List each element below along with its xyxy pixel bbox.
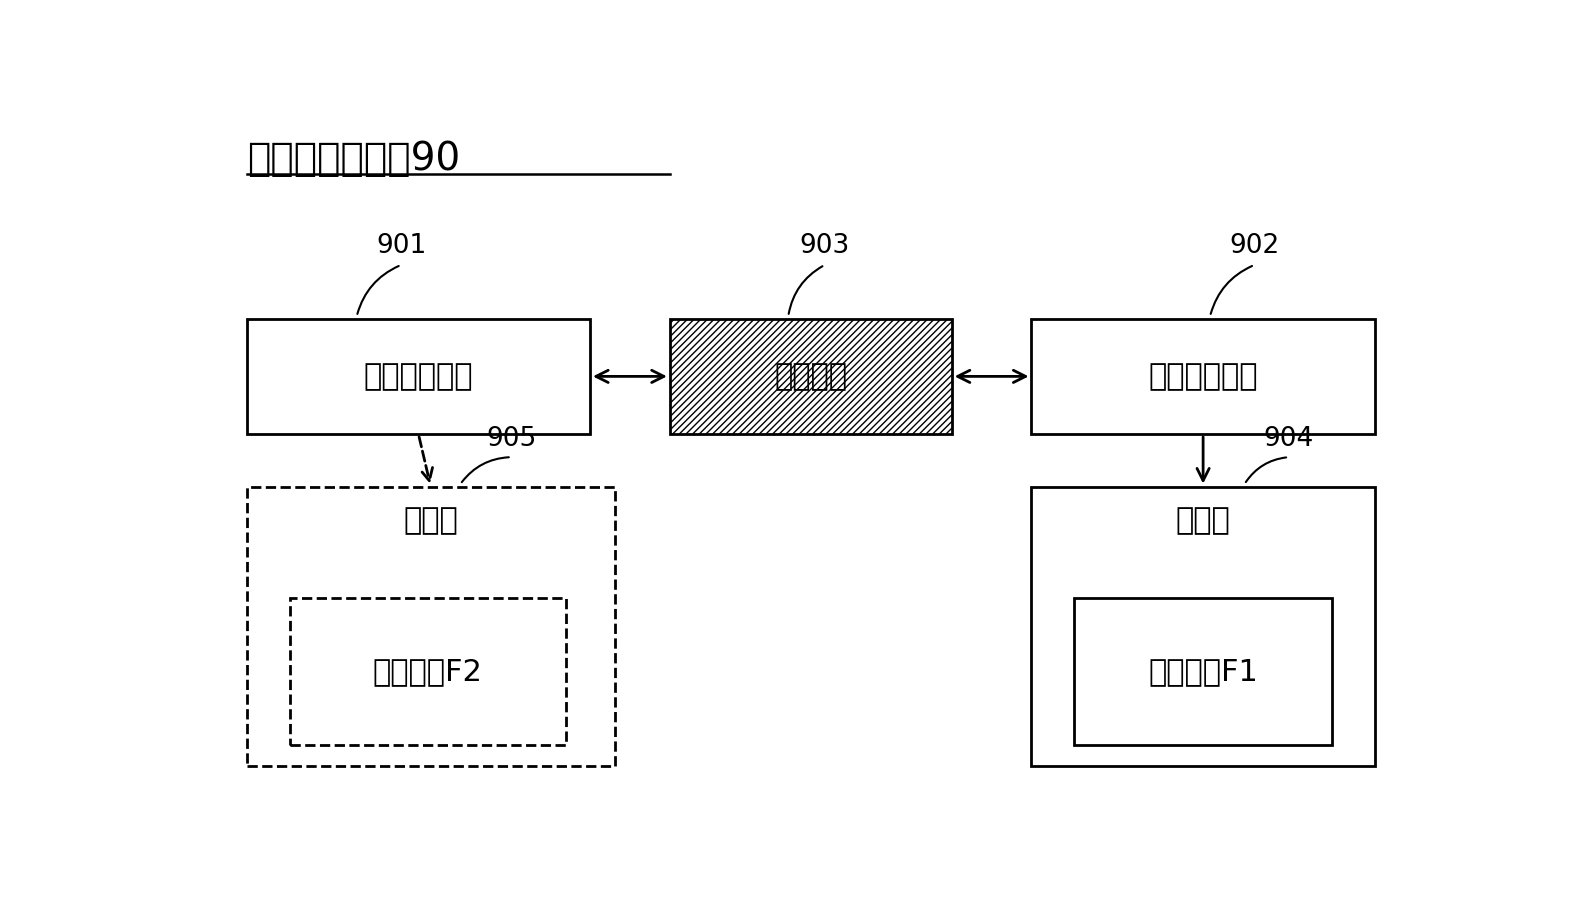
Text: 文件系统F1: 文件系统F1 xyxy=(1149,657,1258,686)
Text: 902: 902 xyxy=(1229,233,1280,260)
Bar xyxy=(1031,487,1375,766)
Text: 903: 903 xyxy=(800,233,850,260)
Text: 元数据共享系统90: 元数据共享系统90 xyxy=(247,141,460,179)
Bar xyxy=(247,487,614,766)
Bar xyxy=(669,319,952,434)
Bar xyxy=(1074,598,1332,745)
Text: 元数据流: 元数据流 xyxy=(774,362,848,390)
Text: 905: 905 xyxy=(487,426,536,451)
Text: 第二计算设备: 第二计算设备 xyxy=(1149,362,1258,390)
Text: 存储盘: 存储盘 xyxy=(1175,506,1231,535)
Bar xyxy=(290,598,566,745)
Text: 904: 904 xyxy=(1264,426,1315,451)
Bar xyxy=(247,319,590,434)
Bar xyxy=(1031,319,1375,434)
Text: 第一计算设备: 第一计算设备 xyxy=(364,362,473,390)
Text: 901: 901 xyxy=(377,233,427,260)
Text: 存储盘: 存储盘 xyxy=(403,506,459,535)
Text: 文件系统F2: 文件系统F2 xyxy=(373,657,483,686)
